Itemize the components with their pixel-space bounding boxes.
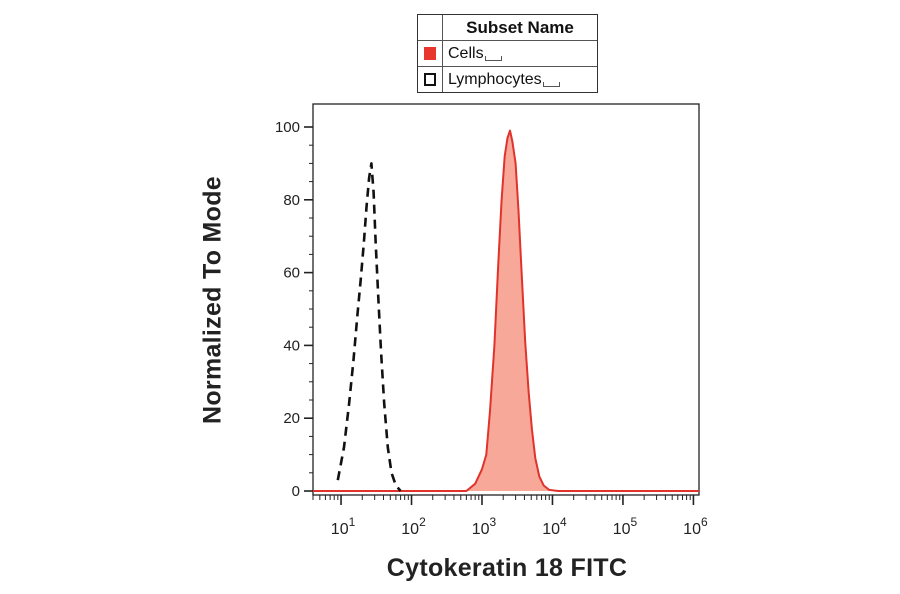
legend-header-row: Subset Name [418,15,597,40]
legend-table: Subset Name Cells Lymphocytes [417,14,598,93]
legend-label-cell: Lymphocytes [443,67,597,92]
series-cells-line [313,129,699,492]
y-tick-label: 40 [283,337,300,354]
y-tick-label: 60 [283,265,300,282]
x-tick-label: 105 [613,515,638,538]
legend-row-lymphocytes: Lymphocytes [418,66,597,92]
x-axis-label: Cytokeratin 18 FITC [386,554,628,582]
y-tick-label: 20 [283,410,300,427]
x-tick-label: 102 [401,515,426,538]
x-tick-label: 104 [542,515,567,538]
y-tick-label: 0 [292,483,300,500]
legend-swatch-lymphocytes [424,73,436,86]
legend-label-cells: Cells [448,44,484,62]
y-tick-label: 100 [275,119,300,136]
y-axis-label: Normalized To Mode [198,175,227,425]
x-tick-label: 101 [331,515,356,538]
legend-title: Subset Name [466,17,574,37]
legend-label-cell: Cells [443,41,597,66]
y-tick-label: 80 [283,192,300,209]
legend-label-lymphocytes: Lymphocytes [448,70,542,88]
plot-frame [312,103,700,496]
legend-tag-icon [484,56,502,61]
legend-tag-icon [542,82,560,87]
legend-swatch-cell [418,41,443,66]
series-cells-area [313,130,699,491]
x-tick-label: 103 [472,515,497,538]
legend-swatch-cells [424,47,436,60]
legend-row-cells: Cells [418,40,597,66]
legend-swatch-cell [418,67,443,92]
legend-header-blank [418,15,443,40]
series-lymphocytes-line [336,162,402,492]
x-tick-label: 106 [683,515,708,538]
